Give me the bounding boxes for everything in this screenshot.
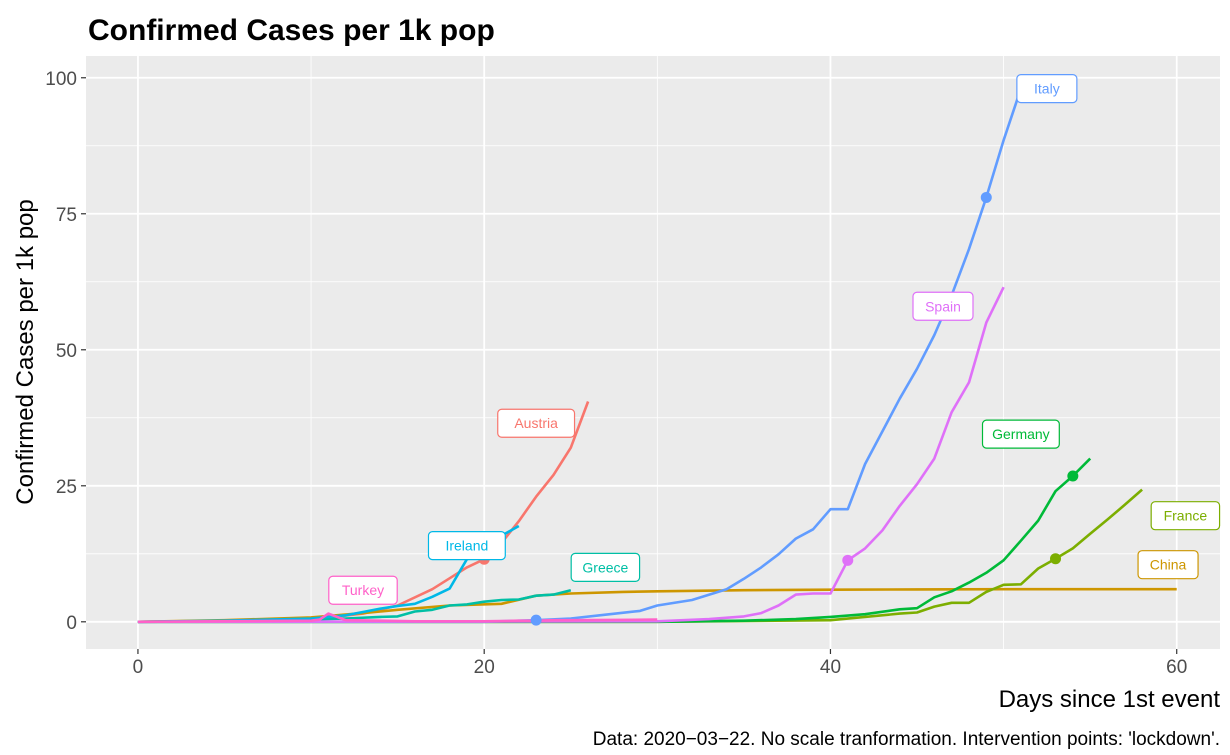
series-label-ireland: Ireland — [427, 531, 506, 561]
series-label-italy: Italy — [1016, 74, 1078, 104]
chart-title: Confirmed Cases per 1k pop — [88, 14, 495, 47]
x-tick-label: 40 — [820, 657, 841, 678]
series-label-france: France — [1150, 501, 1221, 531]
intervention-point-france — [1050, 553, 1062, 565]
series-label-box — [1150, 501, 1221, 531]
plot-panel — [86, 56, 1220, 649]
intervention-point-italy — [980, 191, 992, 203]
x-tick-label: 0 — [133, 657, 144, 678]
series-label-box — [570, 552, 641, 582]
series-label-text: France — [1164, 508, 1208, 524]
intervention-point-spain — [842, 554, 854, 566]
series-label-box — [981, 419, 1060, 449]
series-label-box — [497, 408, 576, 438]
series-label-greece: Greece — [570, 552, 641, 582]
series-label-china: China — [1137, 550, 1199, 580]
series-label-text: Austria — [514, 415, 558, 431]
intervention-point-turkey-marker — [530, 614, 542, 626]
x-tick-label: 20 — [474, 657, 495, 678]
x-tick-label: 60 — [1166, 657, 1187, 678]
series-label-turkey: Turkey — [328, 575, 398, 605]
y-axis-title: Confirmed Cases per 1k pop — [12, 199, 39, 504]
series-label-box — [1016, 74, 1078, 104]
series-label-text: China — [1150, 557, 1187, 573]
series-label-box — [328, 575, 398, 605]
series-label-text: Germany — [992, 426, 1050, 442]
series-label-text: Italy — [1034, 81, 1060, 97]
chart-caption: Data: 2020−03−22. No scale tranformation… — [593, 729, 1220, 750]
series-labels: Austria China France Germany Greece Ireland It… — [328, 74, 1221, 605]
series-line-greece — [137, 588, 572, 624]
series-label-box — [427, 531, 506, 561]
intervention-markers — [478, 191, 1079, 626]
y-tick-label: 75 — [56, 205, 77, 226]
y-tick-label: 100 — [45, 69, 77, 90]
intervention-point-germany — [1067, 470, 1079, 482]
axis-ticks: 0 20 40 60 0 25 50 75 100 — [45, 69, 1187, 678]
series-label-austria: Austria — [497, 408, 576, 438]
series-label-text: Greece — [582, 559, 628, 575]
series-label-text: Turkey — [342, 582, 384, 598]
y-tick-label: 0 — [66, 613, 77, 634]
series-label-box — [912, 291, 974, 321]
series-line-france — [137, 488, 1143, 624]
x-axis-title: Days since 1st event — [999, 686, 1221, 713]
series-label-text: Spain — [925, 298, 961, 314]
series-label-box — [1137, 550, 1199, 580]
y-tick-label: 25 — [56, 477, 77, 498]
series-line-turkey — [137, 612, 658, 624]
series-label-spain: Spain — [912, 291, 974, 321]
series-line-germany — [137, 457, 1092, 624]
series-label-germany: Germany — [981, 419, 1060, 449]
y-tick-label: 50 — [56, 341, 77, 362]
series-label-text: Ireland — [445, 538, 488, 554]
